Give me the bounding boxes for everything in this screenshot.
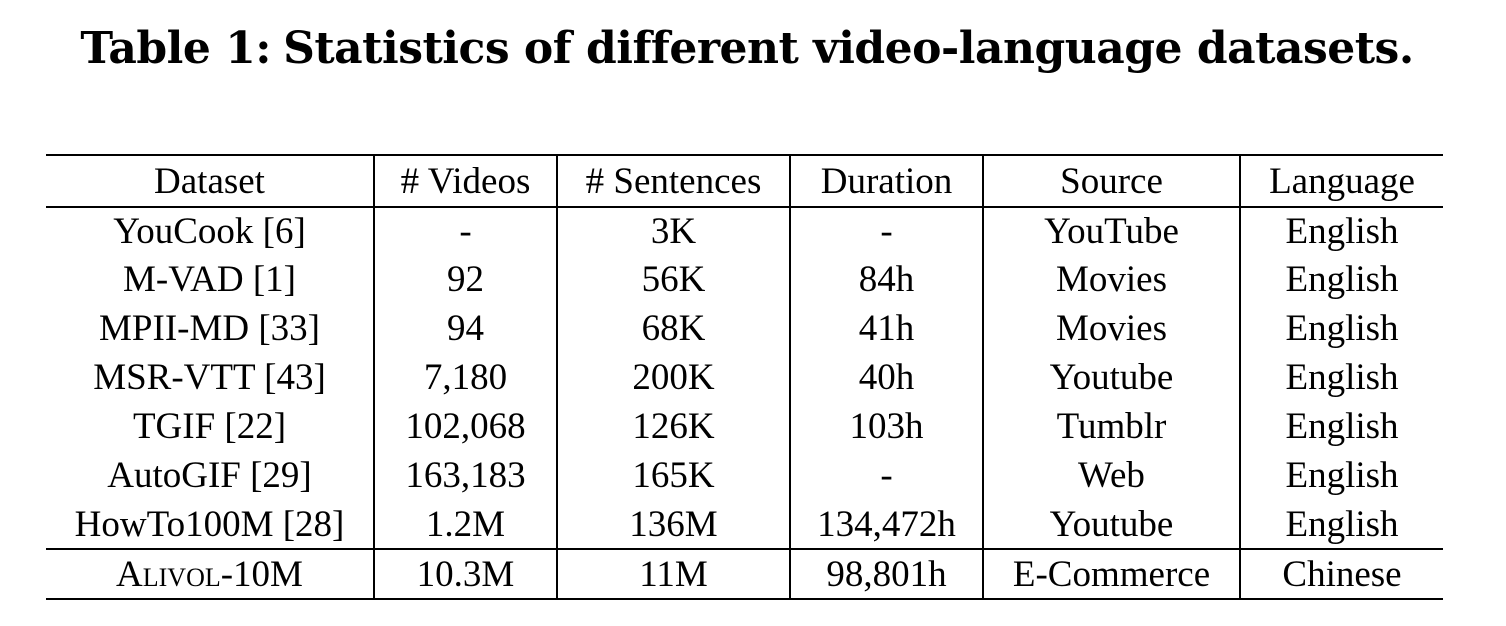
header-duration: Duration bbox=[789, 154, 983, 208]
cell-videos: 92 bbox=[373, 255, 557, 304]
cell-source: Web bbox=[982, 451, 1240, 500]
cell-duration: - bbox=[789, 207, 983, 255]
cell-sentences: 68K bbox=[556, 304, 790, 353]
table-row: MSR-VTT [43] 7,180 200K 40h Youtube Engl… bbox=[46, 353, 1443, 402]
cell-source: YouTube bbox=[982, 207, 1240, 255]
table-row: M-VAD [1] 92 56K 84h Movies English bbox=[46, 255, 1443, 304]
cell-duration: 134,472h bbox=[789, 500, 983, 549]
cell-duration: 84h bbox=[789, 255, 983, 304]
cell-videos: 102,068 bbox=[373, 402, 557, 451]
cell-dataset: Alivol-10M bbox=[46, 548, 374, 600]
cell-videos: 10.3M bbox=[373, 548, 557, 600]
cell-duration: 103h bbox=[789, 402, 983, 451]
cell-language: English bbox=[1239, 402, 1443, 451]
header-dataset: Dataset bbox=[46, 154, 374, 208]
header-videos: # Videos bbox=[373, 154, 557, 208]
cell-videos: 1.2M bbox=[373, 500, 557, 549]
cell-source: Movies bbox=[982, 304, 1240, 353]
table-row: AutoGIF [29] 163,183 165K - Web English bbox=[46, 451, 1443, 500]
cell-videos: 163,183 bbox=[373, 451, 557, 500]
table-row: HowTo100M [28] 1.2M 136M 134,472h Youtub… bbox=[46, 500, 1443, 549]
cell-source: Youtube bbox=[982, 500, 1240, 549]
cell-sentences: 200K bbox=[556, 353, 790, 402]
cell-videos: - bbox=[373, 207, 557, 255]
cell-source: Movies bbox=[982, 255, 1240, 304]
header-sentences: # Sentences bbox=[556, 154, 790, 208]
cell-sentences: 56K bbox=[556, 255, 790, 304]
cell-dataset: YouCook [6] bbox=[113, 211, 306, 252]
cell-language: English bbox=[1239, 451, 1443, 500]
cell-language: English bbox=[1239, 207, 1443, 255]
cell-duration: - bbox=[789, 451, 983, 500]
header-source: Source bbox=[982, 154, 1240, 208]
table-caption: Table 1: Statistics of different video-la… bbox=[0, 14, 1494, 84]
cell-sentences: 165K bbox=[556, 451, 790, 500]
header-row: Dataset # Videos # Sentences Duration So… bbox=[46, 154, 1443, 208]
cell-sentences: 3K bbox=[556, 207, 790, 255]
caption-label: Table 1: bbox=[80, 23, 272, 74]
cell-sentences: 126K bbox=[556, 402, 790, 451]
cell-duration: 40h bbox=[789, 353, 983, 402]
cell-language: English bbox=[1239, 304, 1443, 353]
cell-language: English bbox=[1239, 500, 1443, 549]
table-row: YouCook [6] - 3K - YouTube English bbox=[46, 207, 1443, 255]
header-language: Language bbox=[1239, 154, 1443, 208]
cell-language: Chinese bbox=[1239, 548, 1443, 600]
statistics-table: Dataset # Videos # Sentences Duration So… bbox=[46, 154, 1443, 600]
cell-dataset: MPII-MD [33] bbox=[99, 308, 320, 349]
cell-dataset: MSR-VTT [43] bbox=[93, 357, 326, 398]
table-row: MPII-MD [33] 94 68K 41h Movies English bbox=[46, 304, 1443, 353]
table-row: TGIF [22] 102,068 126K 103h Tumblr Engli… bbox=[46, 402, 1443, 451]
cell-duration: 41h bbox=[789, 304, 983, 353]
cell-dataset: HowTo100M [28] bbox=[74, 503, 345, 545]
cell-dataset: M-VAD [1] bbox=[122, 259, 296, 300]
cell-source: E-Commerce bbox=[982, 548, 1240, 600]
cell-videos: 7,180 bbox=[373, 353, 557, 402]
cell-source: Youtube bbox=[982, 353, 1240, 402]
table-row-ours: Alivol-10M 10.3M 11M 98,801h E-Commerce … bbox=[46, 548, 1443, 600]
cell-dataset: TGIF [22] bbox=[132, 406, 287, 447]
cell-sentences: 11M bbox=[556, 548, 790, 600]
cell-dataset: AutoGIF [29] bbox=[107, 455, 312, 496]
cell-language: English bbox=[1239, 255, 1443, 304]
cell-source: Tumblr bbox=[982, 402, 1240, 451]
caption-text: Statistics of different video-language d… bbox=[283, 23, 1414, 74]
cell-videos: 94 bbox=[373, 304, 557, 353]
cell-sentences: 136M bbox=[556, 500, 790, 549]
cell-duration: 98,801h bbox=[789, 548, 983, 600]
cell-language: English bbox=[1239, 353, 1443, 402]
